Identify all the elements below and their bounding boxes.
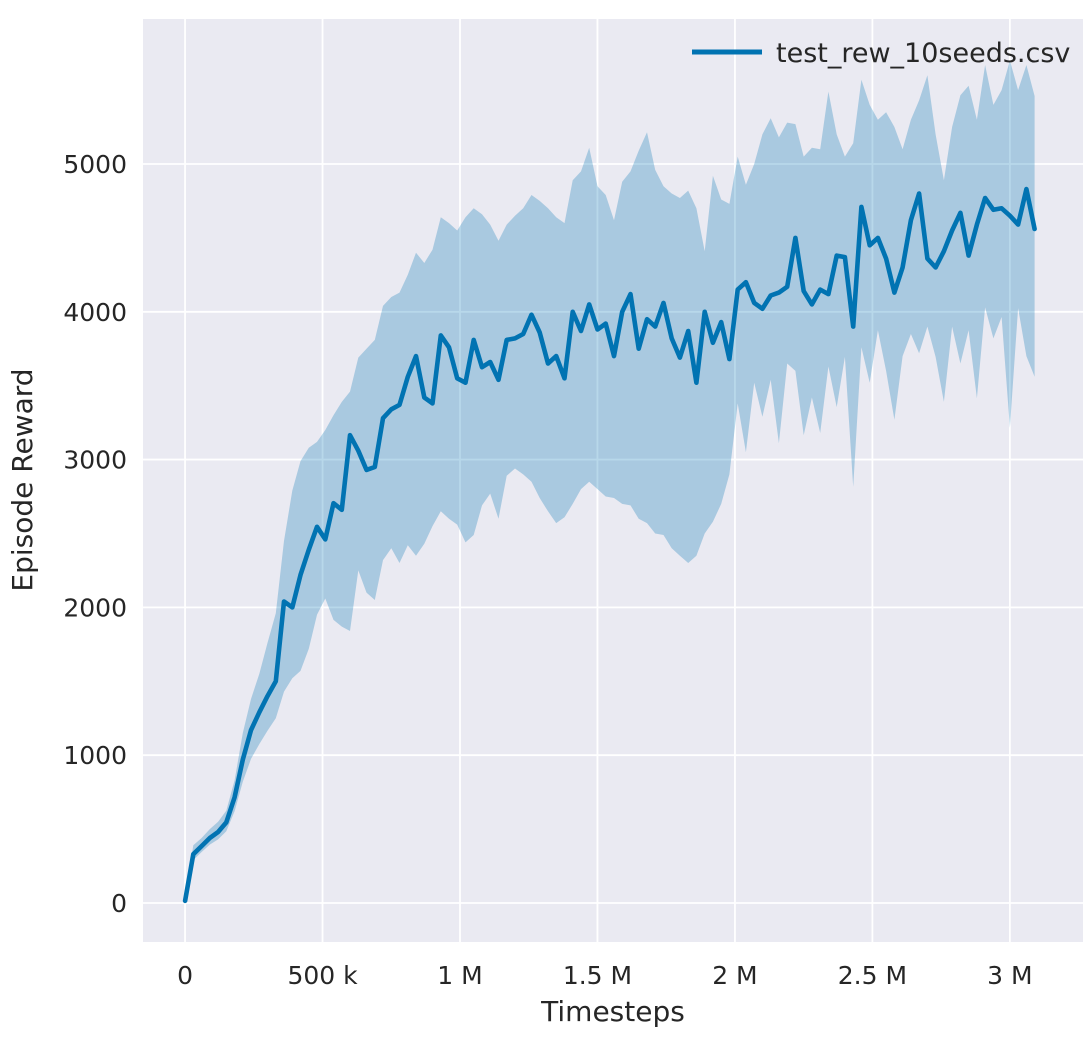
legend: test_rew_10seeds.csv: [692, 38, 1070, 69]
x-tick-label: 0: [177, 961, 193, 990]
x-axis-label: Timesteps: [540, 995, 685, 1028]
y-tick-label: 1000: [63, 741, 127, 770]
y-tick-label: 0: [111, 889, 127, 918]
confidence-band: [185, 60, 1035, 903]
y-tick-label: 5000: [63, 150, 127, 179]
x-tick-label: 3 M: [987, 961, 1032, 990]
mean-reward-line: [182, 186, 1037, 904]
plot-area: [143, 19, 1083, 942]
x-tick-label: 2 M: [712, 961, 757, 990]
x-tick-label: 500 k: [287, 961, 358, 990]
y-axis-label: Episode Reward: [6, 368, 39, 591]
x-tick-label: 1 M: [437, 961, 482, 990]
y-tick-labels: 0 1000 2000 3000 4000 5000: [63, 150, 127, 918]
legend-entry-label: test_rew_10seeds.csv: [776, 38, 1070, 69]
y-tick-label: 3000: [63, 446, 127, 475]
y-tick-label: 2000: [63, 593, 127, 622]
gridlines: [143, 19, 1083, 942]
x-tick-label: 2.5 M: [838, 961, 907, 990]
x-tick-labels: 0 500 k 1 M 1.5 M 2 M 2.5 M 3 M: [177, 961, 1032, 990]
y-tick-label: 4000: [63, 298, 127, 327]
x-tick-label: 1.5 M: [563, 961, 632, 990]
